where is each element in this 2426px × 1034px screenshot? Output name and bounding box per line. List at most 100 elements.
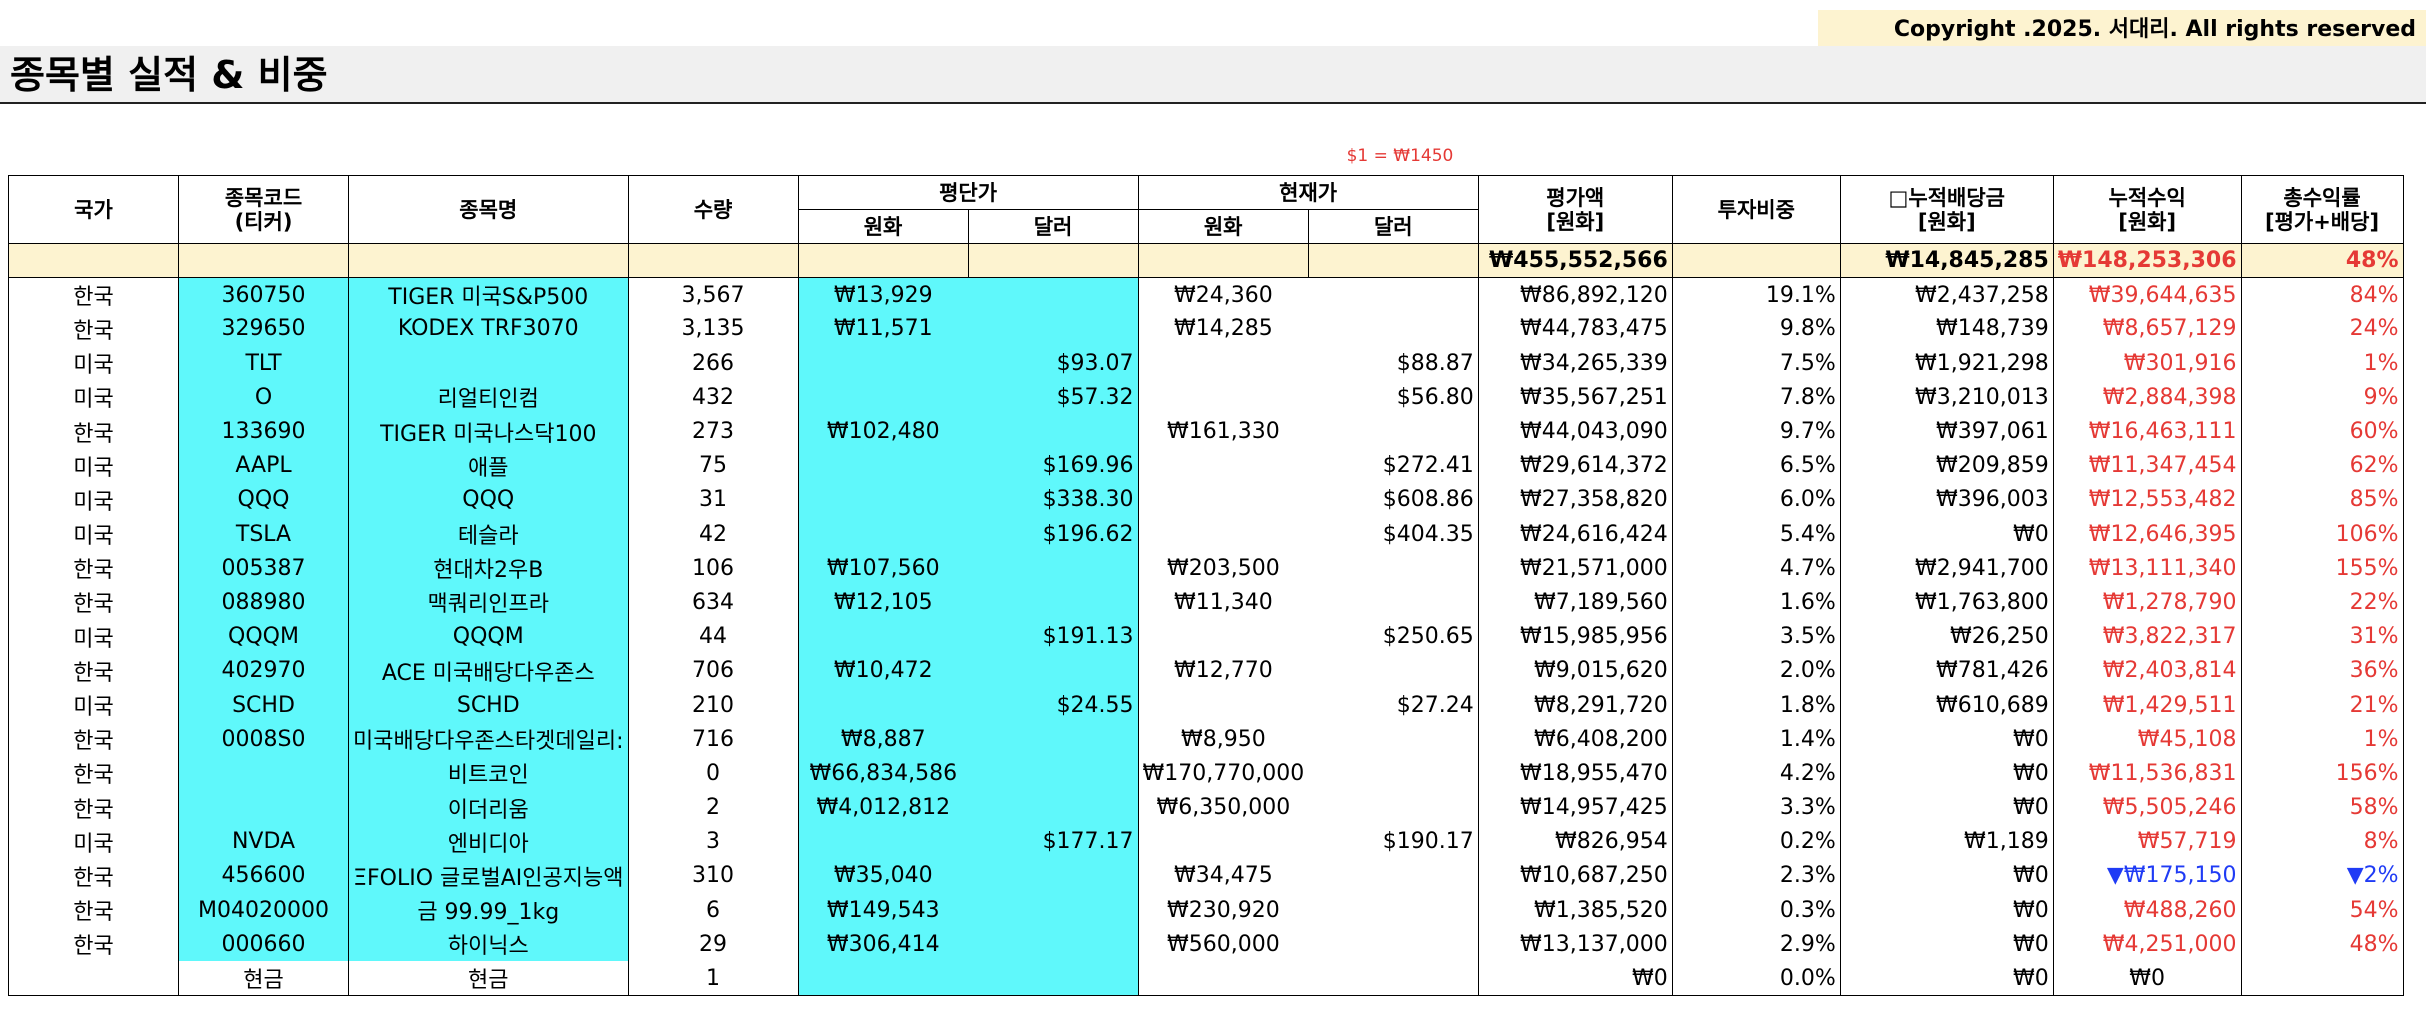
- cell-country: 미국: [8, 346, 179, 381]
- cell-eval: ₩15,985,956: [1477, 619, 1673, 654]
- cell-code: 133690: [178, 414, 349, 449]
- title-bar: 종목별 실적 & 비중: [0, 46, 2426, 104]
- cell-name: 테슬라: [348, 517, 629, 552]
- cell-code: 329650: [178, 311, 349, 347]
- cell-country: 미국: [8, 448, 179, 483]
- cell-return: 85%: [2240, 482, 2404, 517]
- cell-avg-usd: [968, 893, 1139, 928]
- cell-qty: 31: [627, 482, 799, 517]
- cell-country: 한국: [8, 858, 179, 894]
- cell-cur-usd: $608.86: [1308, 482, 1479, 517]
- col-header-avg-krw: 원화: [797, 209, 969, 244]
- cell-eval: ₩24,616,424: [1477, 517, 1673, 552]
- cell-cur-usd: $250.65: [1308, 619, 1479, 654]
- cell-avg-usd: [968, 756, 1139, 791]
- cell-qty: 210: [627, 687, 799, 723]
- cell-cur-krw: ₩230,920: [1137, 893, 1309, 928]
- cell-profit: ₩1,278,790: [2052, 585, 2242, 620]
- cell-name: 엔비디아: [348, 824, 629, 859]
- cell-qty: 6: [627, 893, 799, 928]
- cell-return: 8%: [2240, 824, 2404, 859]
- cell-avg-usd: [968, 277, 1139, 312]
- cell-avg-krw: [797, 824, 969, 859]
- cell-avg-krw: [797, 380, 969, 415]
- cell-country: 한국: [8, 722, 179, 757]
- cell-name: TIGER 미국나스닥100: [348, 414, 629, 449]
- cell-cur-usd: [1308, 858, 1479, 894]
- col-header-avg-price: 평단가: [797, 175, 1139, 210]
- cell-eval: ₩35,567,251: [1477, 380, 1673, 415]
- cell-avg-usd: [968, 311, 1139, 347]
- cell-name: 애플: [348, 448, 629, 483]
- cell-qty: 75: [627, 448, 799, 483]
- cell-weight: 2.9%: [1671, 927, 1841, 962]
- cell-cur-usd: $27.24: [1308, 687, 1479, 723]
- cell-country: 한국: [8, 277, 179, 312]
- cell-profit: ₩39,644,635: [2052, 277, 2242, 312]
- cell-code: TLT: [178, 346, 349, 381]
- cell-eval: ₩29,614,372: [1477, 448, 1673, 483]
- table-row: 미국 TSLA 테슬라 42 $196.62 $404.35 ₩24,616,424 5.4%…: [8, 517, 2404, 552]
- cell-country: 한국: [8, 585, 179, 620]
- col-header-code: 종목코드 (티커): [178, 175, 349, 244]
- col-header-cur-price: 현재가: [1137, 175, 1479, 210]
- cell-dividend: ₩0: [1839, 722, 2054, 757]
- cell-qty: 266: [627, 346, 799, 381]
- cell-profit: ₩4,251,000: [2052, 927, 2242, 962]
- cell-profit: ₩13,111,340: [2052, 551, 2242, 586]
- cell-avg-usd: [968, 927, 1139, 962]
- cell-avg-krw: ₩12,105: [797, 585, 969, 620]
- cell-cur-krw: [1137, 619, 1309, 654]
- cell-eval: ₩44,043,090: [1477, 414, 1673, 449]
- cell-cur-krw: [1137, 687, 1309, 723]
- cell-code: [178, 790, 349, 825]
- cell-country: 미국: [8, 824, 179, 859]
- cell-cur-krw: ₩34,475: [1137, 858, 1309, 894]
- cell-cur-usd: [1308, 893, 1479, 928]
- cell-country: 한국: [8, 414, 179, 449]
- cell-dividend: ₩781,426: [1839, 653, 2054, 688]
- cell-weight: 3.5%: [1671, 619, 1841, 654]
- cell-country: 미국: [8, 687, 179, 723]
- cell-qty: 273: [627, 414, 799, 449]
- cell-return: 24%: [2240, 311, 2404, 347]
- cell-name: TIGER 미국S&P500: [348, 277, 629, 312]
- cell-avg-usd: [968, 722, 1139, 757]
- table-row: 미국 SCHD SCHD 210 $24.55 $27.24 ₩8,291,720 1.8% ₩…: [8, 687, 2404, 723]
- cell-avg-usd: $191.13: [968, 619, 1139, 654]
- cell-return: 1%: [2240, 722, 2404, 757]
- cell-avg-usd: $196.62: [968, 517, 1139, 552]
- cell-dividend: ₩0: [1839, 893, 2054, 928]
- table-row: 한국 402970 ACE 미국배당다우존스 706 ₩10,472 ₩12,770 ₩9,…: [8, 653, 2404, 688]
- cell-eval: ₩34,265,339: [1477, 346, 1673, 381]
- cell-dividend: ₩396,003: [1839, 482, 2054, 517]
- cell-country: 미국: [8, 619, 179, 654]
- total-profit: ₩148,253,306: [2052, 242, 2242, 279]
- table-row: 한국 비트코인 0 ₩66,834,586 ₩170,770,000 ₩18,955,47…: [8, 756, 2404, 791]
- cell-country: 미국: [8, 517, 179, 552]
- cell-eval: ₩7,189,560: [1477, 585, 1673, 620]
- cell-eval: ₩0: [1477, 961, 1673, 997]
- table-row: 한국 088980 맥쿼리인프라 634 ₩12,105 ₩11,340 ₩7,189,56…: [8, 585, 2404, 620]
- table-row: 미국 AAPL 애플 75 $169.96 $272.41 ₩29,614,372 6.5% ₩…: [8, 448, 2404, 483]
- cell-return: 106%: [2240, 517, 2404, 552]
- totals-row: ₩455,552,566 ₩14,845,285 ₩148,253,306 48…: [8, 242, 2404, 279]
- cell-qty: 2: [627, 790, 799, 825]
- cell-avg-krw: ₩66,834,586: [797, 756, 969, 791]
- cell-weight: 4.7%: [1671, 551, 1841, 586]
- cell-eval: ₩86,892,120: [1477, 277, 1673, 312]
- cell-profit: ₩301,916: [2052, 346, 2242, 381]
- cell-cur-usd: [1308, 311, 1479, 347]
- cell-qty: 432: [627, 380, 799, 415]
- cell-cur-krw: ₩24,360: [1137, 277, 1309, 312]
- table-row: 한국 M04020000 금 99.99_1kg 6 ₩149,543 ₩230,920 ₩…: [8, 893, 2404, 928]
- cell-cur-krw: ₩6,350,000: [1137, 790, 1309, 825]
- col-header-cur-krw: 원화: [1137, 209, 1309, 244]
- cell-cur-krw: ₩12,770: [1137, 653, 1309, 688]
- cell-weight: 1.8%: [1671, 687, 1841, 723]
- cell-cur-krw: [1137, 482, 1309, 517]
- cell-avg-krw: [797, 961, 969, 997]
- cell-profit: ₩12,646,395: [2052, 517, 2242, 552]
- cell-cur-usd: [1308, 277, 1479, 312]
- cell-code: 0008S0: [178, 722, 349, 757]
